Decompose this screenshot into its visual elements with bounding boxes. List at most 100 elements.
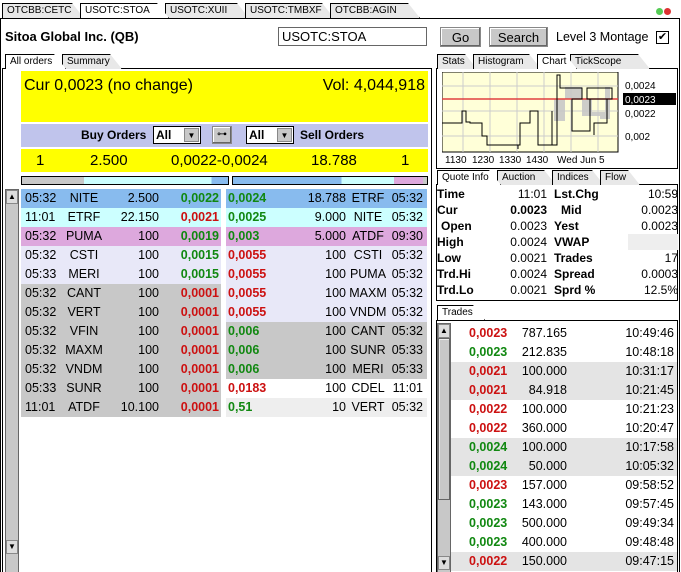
quote-value: 0.0021 xyxy=(510,283,547,297)
order-size: 100 xyxy=(325,305,346,319)
trade-size: 500.000 xyxy=(521,516,567,530)
order-size: 100 xyxy=(138,305,159,319)
market-maker: VERT xyxy=(351,400,385,414)
order-price: 0,006 xyxy=(228,324,260,338)
market-maker: MAXM xyxy=(349,286,387,300)
buy-order-row[interactable]: 05:33 SUNR 100 0,0001 xyxy=(21,379,221,398)
order-size: 100 xyxy=(138,362,159,376)
buy-order-row[interactable]: 11:01 ETRF 22.150 0,0021 xyxy=(21,208,221,227)
quote-value xyxy=(628,234,678,250)
chevron-down-icon[interactable]: ▼ xyxy=(277,128,292,142)
quote-label: Trades xyxy=(554,251,593,265)
order-time: 05:33 xyxy=(25,267,57,281)
buy-order-row[interactable]: 05:32 CSTI 100 0,0015 xyxy=(21,246,221,265)
sell-order-row[interactable]: 0,0055 100 PUMA 05:32 xyxy=(226,265,427,284)
order-book-scrollbar[interactable]: ▲ ▼ xyxy=(5,189,19,572)
order-time: 05:32 xyxy=(391,267,423,281)
market-maker: NITE xyxy=(353,210,383,224)
current-price: Cur 0,0023 (no change) xyxy=(24,77,193,94)
trade-size: 84.918 xyxy=(528,383,567,397)
tab-tickscope[interactable]: TickScope xyxy=(570,54,650,69)
tab-usotc-stoa[interactable]: USOTC:STOA xyxy=(80,3,169,18)
trades-scrollbar[interactable]: ▲ ▼ xyxy=(437,323,451,572)
order-price: 0,006 xyxy=(228,362,260,376)
buy-order-row[interactable]: 05:32 VFIN 100 0,0001 xyxy=(21,322,221,341)
order-price: 0,0015 xyxy=(180,248,219,262)
market-maker: ETRF xyxy=(351,191,385,205)
trade-price: 0,0023 xyxy=(469,516,508,530)
order-size: 22.150 xyxy=(120,210,159,224)
quote-label: Yest xyxy=(554,219,579,233)
tab-otcbb-agin[interactable]: OTCBB:AGIN xyxy=(330,3,420,18)
trade-size: 787.165 xyxy=(521,326,567,340)
link-books-button[interactable]: ⊶ xyxy=(212,126,232,144)
scroll-thumb[interactable] xyxy=(438,338,450,500)
sell-order-row[interactable]: 0,003 5.000 ATDF 09:30 xyxy=(226,227,427,246)
buy-order-row[interactable]: 05:32 NITE 2.500 0,0022 xyxy=(21,189,221,208)
buy-order-row[interactable]: 11:01 ATDF 10.100 0,0001 xyxy=(21,398,221,417)
tab-histogram[interactable]: Histogram xyxy=(473,54,541,69)
trade-time: 09:58:52 xyxy=(625,478,674,492)
tab-otcbb-cetc[interactable]: OTCBB:CETC xyxy=(2,3,84,18)
buy-order-row[interactable]: 05:32 VERT 100 0,0001 xyxy=(21,303,221,322)
order-time: 05:32 xyxy=(391,286,423,300)
order-size: 100 xyxy=(138,381,159,395)
sell-order-row[interactable]: 0,006 100 MERI 05:33 xyxy=(226,360,427,379)
buy-depth-bar xyxy=(21,176,229,185)
sell-order-row[interactable]: 0,0055 100 MAXM 05:32 xyxy=(226,284,427,303)
scroll-up-button[interactable]: ▲ xyxy=(438,324,450,338)
trade-time: 10:31:17 xyxy=(625,364,674,378)
quote-info-row: Cur 0.0023 Mid 0.0023 xyxy=(437,202,678,218)
sell-order-row[interactable]: 0,0055 100 VNDM 05:32 xyxy=(226,303,427,322)
buy-order-row[interactable]: 05:32 PUMA 100 0,0019 xyxy=(21,227,221,246)
order-time: 11:01 xyxy=(25,210,56,224)
order-time: 05:33 xyxy=(25,381,57,395)
quote-value: 10:59 xyxy=(647,187,678,201)
trade-price: 0,0023 xyxy=(469,326,508,340)
buy-order-row[interactable]: 05:32 MAXM 100 0,0001 xyxy=(21,341,221,360)
chevron-down-icon[interactable]: ▼ xyxy=(184,128,199,142)
market-maker: ATDF xyxy=(68,400,100,414)
sell-order-row[interactable]: 0,006 100 SUNR 05:33 xyxy=(226,341,427,360)
scroll-down-button[interactable]: ▼ xyxy=(438,556,450,570)
trade-row: 0,0023 212.835 10:48:18 xyxy=(451,343,677,362)
go-button[interactable]: Go xyxy=(440,27,481,47)
trade-row: 0,0023 143.000 09:57:45 xyxy=(451,495,677,514)
trade-time: 10:49:46 xyxy=(625,326,674,340)
scroll-up-button[interactable]: ▲ xyxy=(6,190,18,204)
tab-usotc-tmbxf[interactable]: USOTC:TMBXF xyxy=(245,3,334,18)
scroll-down-button[interactable]: ▼ xyxy=(6,540,18,554)
trade-row: 0,0022 100.000 10:21:23 xyxy=(451,400,677,419)
search-button[interactable]: Search xyxy=(489,27,548,47)
sell-order-row[interactable]: 0,0183 100 CDEL 11:01 xyxy=(226,379,427,398)
price-line xyxy=(442,74,613,149)
order-time: 05:32 xyxy=(391,324,423,338)
order-price: 0,006 xyxy=(228,343,260,357)
sell-order-row[interactable]: 0,0024 18.788 ETRF 05:32 xyxy=(226,189,427,208)
buy-order-row[interactable]: 05:32 VNDM 100 0,0001 xyxy=(21,360,221,379)
quote-label: Trd.Hi xyxy=(437,267,472,281)
trade-time: 09:57:45 xyxy=(625,497,674,511)
buy-order-row[interactable]: 05:33 MERI 100 0,0015 xyxy=(21,265,221,284)
order-time: 05:32 xyxy=(25,343,57,357)
sell-filter-select[interactable]: All ▼ xyxy=(246,126,294,144)
sell-order-row[interactable]: 0,51 10 VERT 05:32 xyxy=(226,398,427,417)
trade-time: 09:47:15 xyxy=(625,554,674,568)
level3-checkbox[interactable]: ✔ xyxy=(656,31,669,44)
order-size: 100 xyxy=(325,267,346,281)
symbol-input[interactable] xyxy=(278,27,427,46)
status-red-icon[interactable] xyxy=(664,8,671,15)
quote-label: Time xyxy=(437,187,465,201)
trade-price: 0,0022 xyxy=(469,554,508,568)
order-time: 05:32 xyxy=(25,324,57,338)
market-maker: PUMA xyxy=(349,267,387,281)
sell-order-row[interactable]: 0,0025 9.000 NITE 05:32 xyxy=(226,208,427,227)
trade-size: 157.000 xyxy=(521,478,567,492)
sell-order-row[interactable]: 0,0055 100 CSTI 05:32 xyxy=(226,246,427,265)
buy-filter-select[interactable]: All ▼ xyxy=(153,126,201,144)
trade-size: 100.000 xyxy=(521,402,567,416)
spread-band xyxy=(442,87,610,121)
tab-usotc-xuii[interactable]: USOTC:XUII xyxy=(165,3,249,18)
sell-order-row[interactable]: 0,006 100 CANT 05:32 xyxy=(226,322,427,341)
buy-order-row[interactable]: 05:32 CANT 100 0,0001 xyxy=(21,284,221,303)
